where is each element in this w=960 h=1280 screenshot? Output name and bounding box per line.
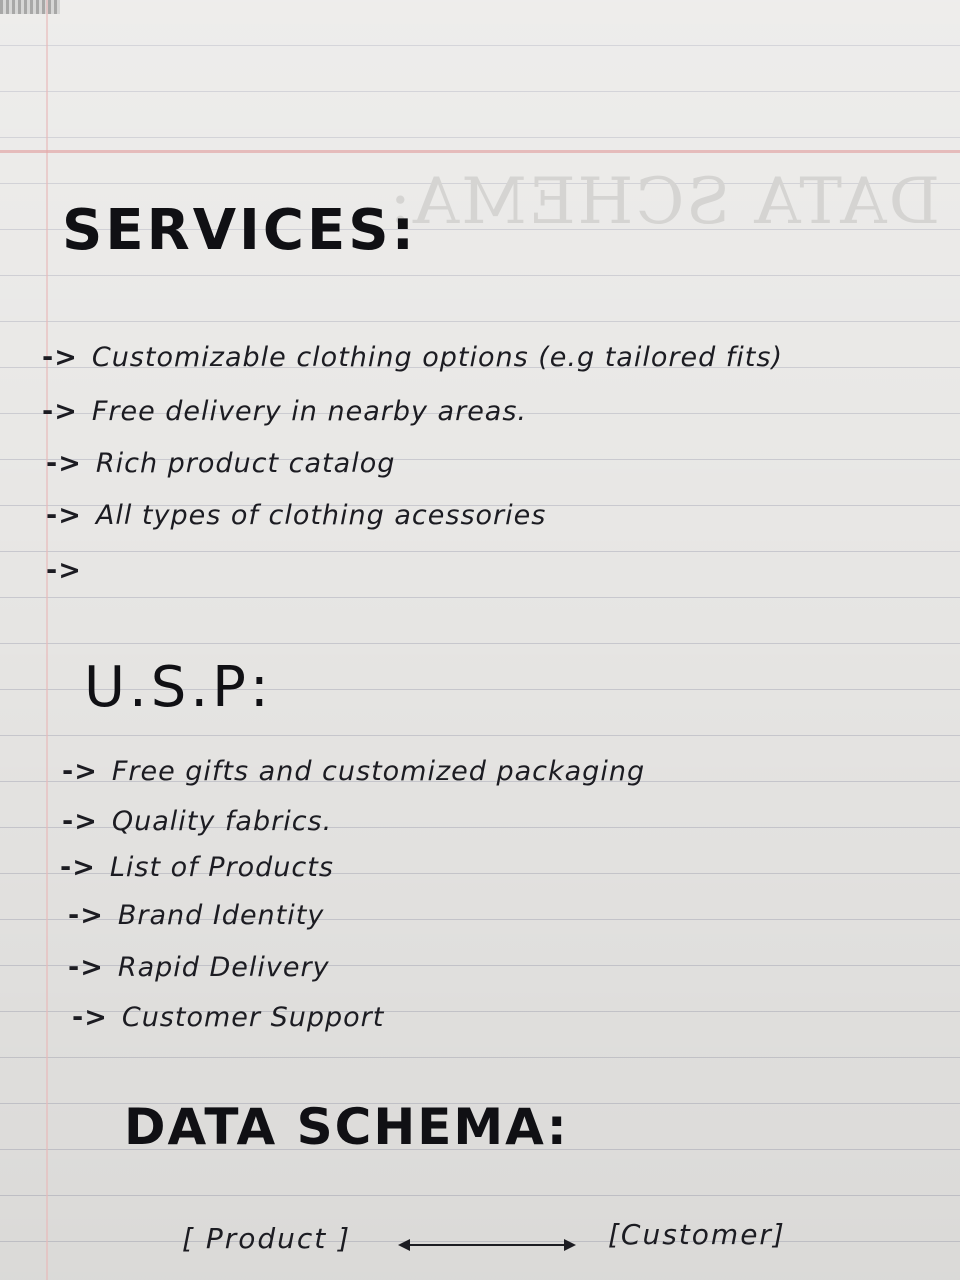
services-item: -> Customizable clothing options (e.g tai… [42,342,783,373]
services-item: -> [46,555,96,586]
data-schema-heading: DATA SCHEMA: [124,1098,569,1156]
arrow-icon: -> [62,806,98,837]
arrow-icon: -> [42,342,78,373]
relationship-line [406,1244,568,1246]
arrowhead-right-icon [564,1239,576,1251]
arrow-icon: -> [46,500,82,531]
services-item: -> Rich product catalog [46,448,396,479]
bleed-through-text: DATA SCHEMA: [387,165,940,239]
usp-item: -> Free gifts and customized packaging [62,756,646,787]
arrow-icon: -> [68,952,104,983]
arrow-icon: -> [68,900,104,931]
arrow-icon: -> [46,555,82,586]
services-heading: SERVICES: [62,198,417,263]
entity-customer: [Customer] [608,1218,786,1251]
usp-item: -> Quality fabrics. [62,806,333,837]
usp-item: -> Rapid Delivery [68,952,330,983]
services-item: -> All types of clothing acessories [46,500,547,531]
relationship-arrow-icon [398,1238,576,1252]
arrow-icon: -> [62,756,98,787]
arrow-icon: -> [60,852,96,883]
usp-item: -> List of Products [60,852,334,883]
top-margin-line [0,150,960,153]
usp-item: -> Brand Identity [68,900,325,931]
arrow-icon: -> [72,1002,108,1033]
arrow-icon: -> [46,448,82,479]
usp-heading: U.S.P: [84,655,273,720]
spiral-binding [0,0,60,14]
entity-product: [ Product ] [182,1222,352,1255]
margin-line [46,0,48,1280]
usp-item: -> Customer Support [72,1002,385,1033]
services-item: -> Free delivery in nearby areas. [42,396,528,427]
arrow-icon: -> [42,396,78,427]
arrowhead-left-icon [398,1239,410,1251]
